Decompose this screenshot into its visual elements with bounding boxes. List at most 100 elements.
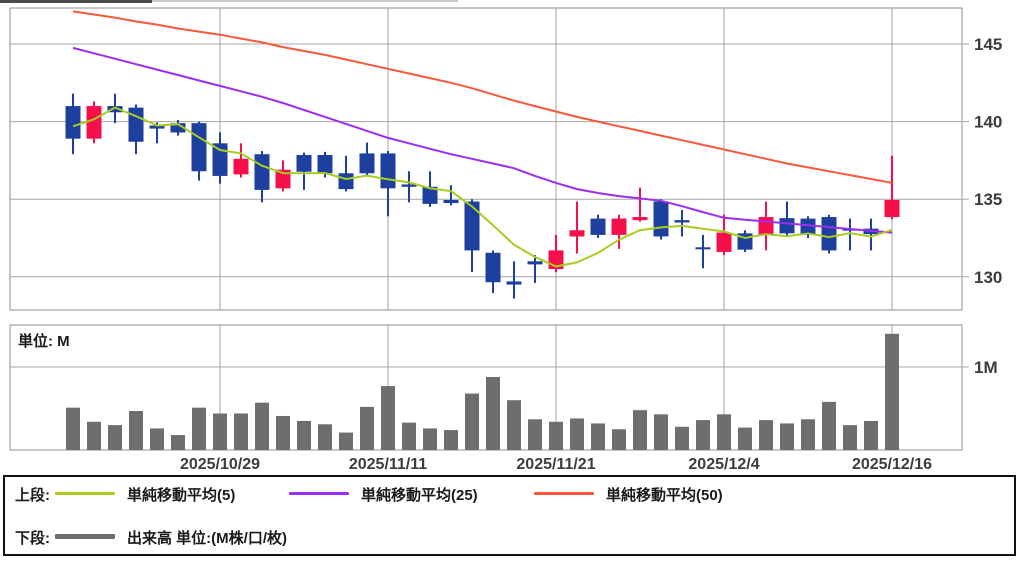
candle-down <box>779 218 795 234</box>
candle-down <box>296 154 312 172</box>
volume-bar <box>801 419 815 450</box>
ma25-line-swatch <box>289 492 349 495</box>
legend-box: 上段: 単純移動平均(5) 単純移動平均(25) 単純移動平均(50) 下段: … <box>3 475 1016 556</box>
candle-up <box>884 199 900 218</box>
ma5-line <box>72 106 893 268</box>
candle-down <box>128 107 144 142</box>
volume-bar <box>171 435 185 450</box>
date-tick-label: 2025/10/29 <box>180 456 260 473</box>
date-tick-label: 2025/11/21 <box>516 456 595 473</box>
date-tick-label: 2025/12/16 <box>852 456 932 473</box>
volume-bar <box>696 420 710 450</box>
price-tick-label: 140 <box>974 113 1002 132</box>
candle-down <box>254 154 270 190</box>
candle-up <box>569 230 585 237</box>
volume-bar <box>528 419 542 450</box>
volume-bar <box>591 423 605 450</box>
volume-bar <box>360 406 374 450</box>
candle-down <box>443 199 459 204</box>
top-edge-strip-light <box>152 0 458 2</box>
volume-bar <box>276 415 290 450</box>
candle-down <box>590 218 606 235</box>
candle-down <box>107 106 123 113</box>
candle-down <box>506 281 522 285</box>
date-tick-label: 2025/11/11 <box>349 456 427 473</box>
candle-down <box>695 247 711 250</box>
legend-ma25-label: 単純移動平均(25) <box>361 487 478 504</box>
volume-bar <box>318 424 332 450</box>
candle-up <box>716 232 732 252</box>
volume-bar <box>444 430 458 450</box>
legend-upper-label: 上段: <box>15 487 50 504</box>
candle-up <box>611 218 627 235</box>
volume-bar <box>885 333 899 450</box>
volume-bar <box>192 407 206 450</box>
candle-up <box>275 169 291 189</box>
volume-bar <box>381 386 395 450</box>
volume-bar <box>759 420 773 450</box>
volume-bar <box>549 421 563 450</box>
volume-bar <box>570 418 584 450</box>
volume-bar <box>612 429 626 450</box>
candle-down <box>212 143 228 176</box>
price-tick-label: 130 <box>974 268 1002 287</box>
volume-bar <box>87 421 101 450</box>
top-edge-strip-dark <box>0 0 152 3</box>
candle-down <box>800 218 816 235</box>
candle-down <box>359 153 375 174</box>
volume-bar <box>717 414 731 450</box>
volume-bar <box>297 420 311 450</box>
volume-bar <box>780 423 794 450</box>
candle-down <box>401 184 417 187</box>
volume-bar <box>633 410 647 450</box>
candle-up <box>632 217 648 221</box>
candle-down <box>422 186 438 204</box>
volume-bar <box>66 407 80 450</box>
legend-lower-label: 下段: <box>15 530 50 547</box>
candle-down <box>380 153 396 189</box>
candle-down <box>464 201 480 251</box>
volume-bar-swatch <box>55 534 115 539</box>
candle-down <box>674 220 690 223</box>
volume-bar <box>654 414 668 450</box>
candle-down <box>485 252 501 283</box>
legend-volume-label: 出来高 単位:(M株/口/枚) <box>127 530 287 547</box>
volume-bar <box>675 426 689 450</box>
candle-up <box>86 106 102 139</box>
candle-down <box>317 154 333 174</box>
volume-bar <box>486 376 500 450</box>
candle-down <box>653 201 669 237</box>
volume-bar <box>822 401 836 450</box>
legend-ma5-label: 単純移動平均(5) <box>127 487 236 504</box>
date-tick-label: 2025/12/4 <box>688 456 759 473</box>
candle-down <box>65 106 81 139</box>
candle-down <box>191 123 207 172</box>
volume-bar <box>738 427 752 450</box>
ma5-line-swatch <box>55 492 115 495</box>
candle-down <box>527 261 543 265</box>
ma50-line-swatch <box>534 492 594 495</box>
volume-bar <box>129 410 143 450</box>
volume-bar <box>423 428 437 450</box>
volume-unit-label: 単位: M <box>18 333 70 350</box>
volume-bar <box>339 432 353 450</box>
legend-ma50-label: 単純移動平均(50) <box>606 487 723 504</box>
volume-bar <box>402 422 416 450</box>
candle-up <box>758 217 774 235</box>
volume-bar <box>255 402 269 450</box>
candle-up <box>233 158 249 175</box>
price-tick-label: 145 <box>974 35 1002 54</box>
volume-bar <box>234 413 248 450</box>
volume-bar <box>150 428 164 450</box>
volume-tick-label: 1M <box>974 358 998 377</box>
volume-bar <box>108 425 122 450</box>
volume-bar <box>213 413 227 450</box>
volume-bar <box>507 400 521 450</box>
candle-down <box>821 217 837 251</box>
candle-down <box>170 123 186 133</box>
volume-bar <box>843 425 857 450</box>
candle-down <box>149 125 165 129</box>
ma50-line <box>72 10 893 184</box>
